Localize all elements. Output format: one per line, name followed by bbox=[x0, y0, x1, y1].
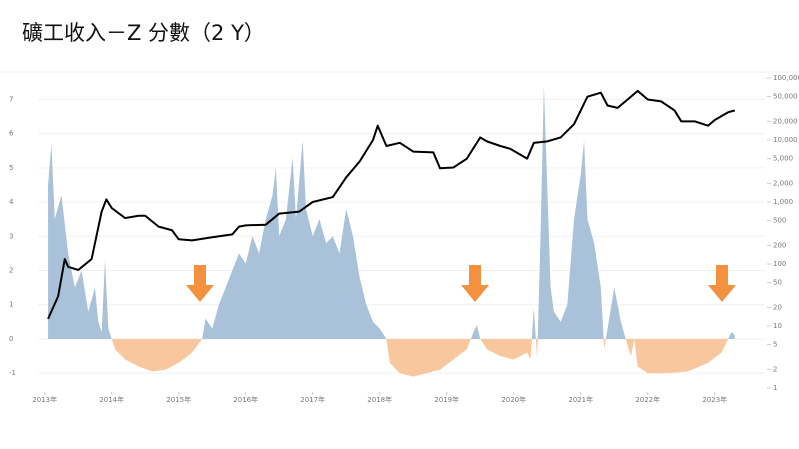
x-tick-label: 2016年 bbox=[233, 395, 258, 404]
y-tick-label: 0 bbox=[9, 335, 13, 343]
y-tick-label: 1 bbox=[9, 301, 13, 309]
y-tick-label: 7 bbox=[9, 95, 13, 103]
x-tick-label: 2023年 bbox=[702, 395, 727, 404]
x-tick-label: 2015年 bbox=[166, 395, 191, 404]
y2-tick-label: 100 bbox=[773, 260, 786, 268]
y2-tick-label: 50,000 bbox=[773, 93, 798, 101]
y-tick-label: 3 bbox=[9, 232, 13, 240]
y2-tick-label: 5 bbox=[773, 341, 777, 349]
area-positive bbox=[48, 85, 735, 339]
arrow bbox=[186, 265, 214, 302]
y2-tick-label: 50 bbox=[773, 279, 782, 287]
arrow bbox=[708, 265, 736, 302]
arrow bbox=[461, 265, 489, 302]
y2-tick-label: 10 bbox=[773, 322, 782, 330]
x-tick-label: 2018年 bbox=[367, 395, 392, 404]
y-tick-label: 5 bbox=[9, 164, 13, 172]
y2-tick-label: 200 bbox=[773, 241, 786, 249]
x-tick-label: 2022年 bbox=[635, 395, 660, 404]
y2-tick-label: 2 bbox=[773, 365, 777, 373]
y-tick-label: -1 bbox=[9, 369, 16, 377]
x-tick-label: 2021年 bbox=[568, 395, 593, 404]
x-tick-label: 2013年 bbox=[32, 395, 57, 404]
x-tick-label: 2020年 bbox=[501, 395, 526, 404]
price-line bbox=[47, 89, 736, 320]
y2-tick-label: 2,000 bbox=[773, 179, 793, 187]
x-tick-label: 2019年 bbox=[434, 395, 459, 404]
y2-tick-label: 500 bbox=[773, 217, 786, 225]
y2-tick-label: 1,000 bbox=[773, 198, 793, 206]
y2-tick-label: 5,000 bbox=[773, 155, 793, 163]
x-tick-label: 2017年 bbox=[300, 395, 325, 404]
x-tick-label: 2014年 bbox=[99, 395, 124, 404]
y-tick-label: 2 bbox=[9, 267, 13, 275]
y2-tick-label: 100,000 bbox=[773, 74, 799, 82]
y2-tick-label: 20 bbox=[773, 303, 782, 311]
y2-tick-label: 1 bbox=[773, 384, 777, 392]
area-negative bbox=[48, 338, 735, 377]
arrows bbox=[186, 265, 736, 302]
y2-tick-label: 20,000 bbox=[773, 117, 798, 125]
y-tick-label: 6 bbox=[9, 130, 14, 138]
y-tick-label: 4 bbox=[9, 198, 14, 206]
y2-tick-label: 10,000 bbox=[773, 136, 798, 144]
chart-title: 礦工收入－Z 分數（2 Y） bbox=[22, 21, 265, 45]
